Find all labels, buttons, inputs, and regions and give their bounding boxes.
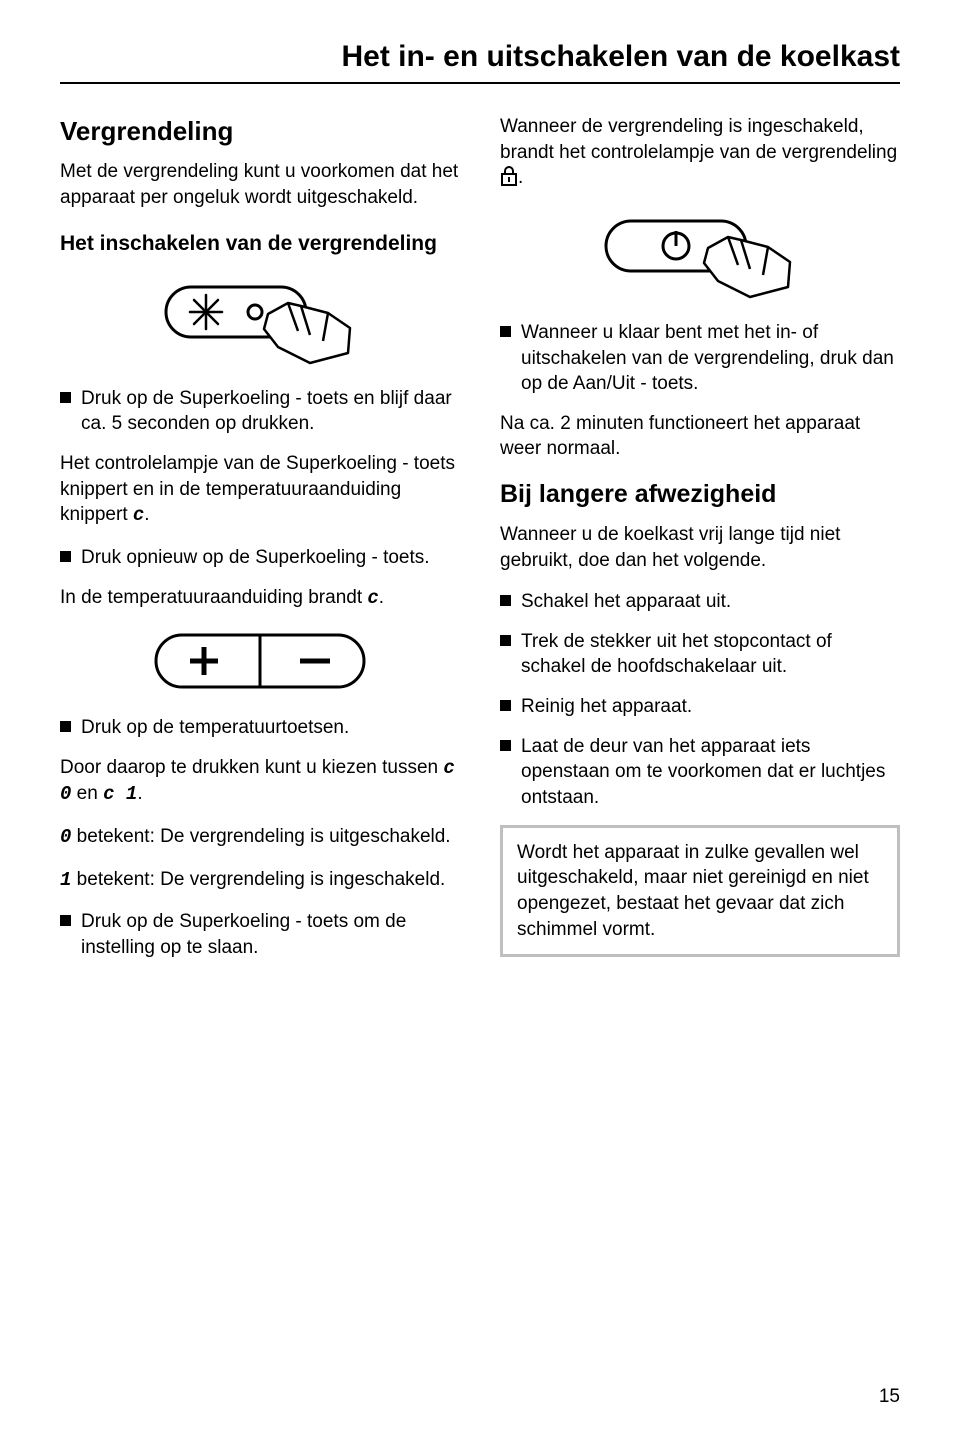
right-bullet-5-text: Laat de deur van het apparaat iets opens… [521,734,900,811]
p-kiezen-a: Door daarop te drukken kunt u kiezen tus… [60,757,443,778]
p-meaning-0: 0 betekent: De vergrendeling is uitgesch… [60,824,460,851]
right-bullet-4-text: Reinig het apparaat. [521,694,900,720]
seg-c1: c 1 [103,783,137,805]
heading-vergrendeling: Vergrendeling [60,114,460,149]
bullet-square-icon [500,326,511,337]
page-number: 15 [879,1386,900,1408]
warning-note-text: Wordt het apparaat in zulke gevallen wel… [517,842,869,940]
p-controlelamp-a: Het controlelampje van de Superkoeling -… [60,453,455,525]
right-bullet-3-text: Trek de stekker uit het stopcontact of s… [521,629,900,680]
p-brandt-b: . [379,587,384,608]
content-columns: Vergrendeling Met de vergrendeling kunt … [60,114,900,975]
bullet-square-icon [60,392,71,403]
illustration-superkoeling-button [60,273,460,368]
p-kiezen-b: . [137,783,142,804]
right-bullet-5: Laat de deur van het apparaat iets opens… [500,734,900,811]
bullet-square-icon [500,700,511,711]
right-bullet-3: Trek de stekker uit het stopcontact of s… [500,629,900,680]
p-wanneer-a: Wanneer de vergrendeling is ingeschakeld… [500,116,897,163]
right-bullet-1: Wanneer u klaar bent met het in- of uits… [500,320,900,397]
bullet-3-text: Druk op de temperatuurtoetsen. [81,715,460,741]
bullet-3: Druk op de temperatuurtoetsen. [60,715,460,741]
warning-note: Wordt het apparaat in zulke gevallen wel… [500,825,900,958]
bullet-square-icon [500,595,511,606]
right-bullet-2-text: Schakel het apparaat uit. [521,589,900,615]
p-wanneer: Wanneer de vergrendeling is ingeschakeld… [500,114,900,191]
intro-text: Met de vergrendeling kunt u voorkomen da… [60,159,460,210]
p-wanneer-b: . [518,167,523,188]
seg-c-2: c [367,587,378,609]
p-controlelamp: Het controlelampje van de Superkoeling -… [60,451,460,529]
seg-1: 1 [60,869,71,891]
heading-afwezigheid: Bij langere afwezigheid [500,478,900,512]
bullet-square-icon [500,740,511,751]
bullet-1-text: Druk op de Superkoeling - toets en blijf… [81,386,460,437]
bullet-4-text: Druk op de Superkoeling - toets om de in… [81,909,460,960]
bullet-1: Druk op de Superkoeling - toets en blijf… [60,386,460,437]
p-0-txt: betekent: De vergrendeling is uitgeschak… [71,826,450,847]
p-brandt: In de temperatuuraanduiding brandt c. [60,585,460,612]
bullet-2-text: Druk opnieuw op de Superkoeling - toets. [81,545,460,571]
seg-0: 0 [60,826,71,848]
p-1-txt: betekent: De vergrendeling is ingeschake… [71,869,445,890]
right-column: Wanneer de vergrendeling is ingeschakeld… [500,114,900,975]
bullet-square-icon [60,551,71,562]
illustration-plus-minus [60,627,460,697]
p-brandt-a: In de temperatuuraanduiding brandt [60,587,367,608]
right-bullet-4: Reinig het apparaat. [500,694,900,720]
lock-icon [500,166,518,186]
right-bullet-2: Schakel het apparaat uit. [500,589,900,615]
bullet-4: Druk op de Superkoeling - toets om de in… [60,909,460,960]
p-meaning-1: 1 betekent: De vergrendeling is ingescha… [60,867,460,894]
illustration-power-button [500,207,900,302]
seg-c-1: c [133,504,144,526]
right-bullet-1-text: Wanneer u klaar bent met het in- of uits… [521,320,900,397]
page-title: Het in- en uitschakelen van de koelkast [60,40,900,84]
p-kiezen-mid: en [71,783,103,804]
p-afwezig-intro: Wanneer u de koelkast vrij lange tijd ni… [500,522,900,573]
p-na2min: Na ca. 2 minuten functioneert het appara… [500,411,900,462]
left-column: Vergrendeling Met de vergrendeling kunt … [60,114,460,975]
heading-inschakelen: Het inschakelen van de vergrendeling [60,230,460,258]
bullet-square-icon [500,635,511,646]
bullet-2: Druk opnieuw op de Superkoeling - toets. [60,545,460,571]
bullet-square-icon [60,915,71,926]
p-controlelamp-b: . [144,504,149,525]
p-kiezen: Door daarop te drukken kunt u kiezen tus… [60,755,460,808]
bullet-square-icon [60,721,71,732]
